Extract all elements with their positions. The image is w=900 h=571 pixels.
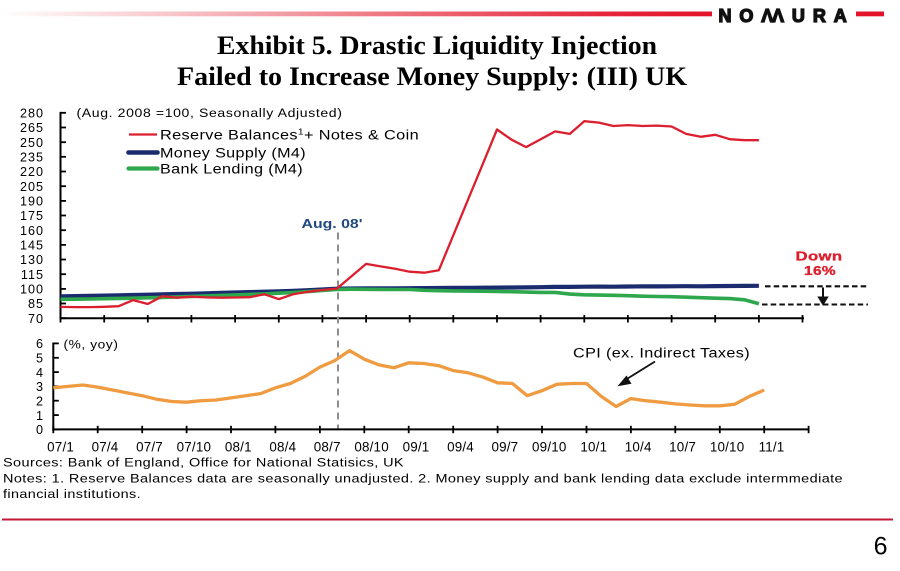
- svg-text:10/10: 10/10: [710, 439, 745, 454]
- svg-text:190: 190: [20, 195, 44, 209]
- svg-text:10/1: 10/1: [580, 439, 607, 454]
- svg-text:115: 115: [21, 268, 44, 282]
- svg-text:265: 265: [20, 121, 44, 135]
- svg-text:235: 235: [20, 151, 44, 165]
- svg-text:250: 250: [20, 136, 44, 150]
- svg-text:11/1: 11/1: [759, 439, 785, 454]
- svg-text:3: 3: [36, 380, 44, 394]
- svg-text:07/1: 07/1: [47, 439, 74, 454]
- svg-text:07/10: 07/10: [177, 439, 212, 454]
- svg-text:(Aug. 2008 =100, Seasonally Ad: (Aug. 2008 =100, Seasonally Adjusted): [77, 106, 343, 120]
- svg-text:07/7: 07/7: [136, 439, 163, 454]
- svg-text:CPI (ex. Indirect Taxes): CPI (ex. Indirect Taxes): [573, 345, 750, 360]
- svg-text:280: 280: [20, 107, 44, 121]
- svg-text:Down: Down: [796, 248, 843, 263]
- svg-text:0: 0: [36, 423, 44, 437]
- svg-text:Failed to Increase Money Suppl: Failed to Increase Money Supply: (III) U…: [177, 62, 688, 91]
- svg-text:Sources: Bank of England, Offi: Sources: Bank of England, Office for Nat…: [3, 456, 404, 470]
- svg-text:10/4: 10/4: [625, 439, 652, 454]
- svg-text:(%, yoy): (%, yoy): [64, 338, 119, 352]
- svg-text:16%: 16%: [804, 263, 836, 278]
- svg-text:NOΛΛURA: NOΛΛURA: [719, 6, 855, 26]
- svg-text:6: 6: [874, 533, 888, 561]
- svg-text:1: 1: [36, 409, 44, 423]
- svg-text:175: 175: [20, 209, 44, 223]
- svg-text:09/1: 09/1: [403, 439, 430, 454]
- svg-text:85: 85: [28, 297, 44, 311]
- svg-text:6: 6: [36, 337, 44, 351]
- svg-text:09/10: 09/10: [532, 439, 567, 454]
- svg-text:10/7: 10/7: [669, 439, 696, 454]
- svg-text:Notes: 1. Reserve Balances dat: Notes: 1. Reserve Balances data are seas…: [3, 472, 843, 486]
- svg-text:Aug. 08': Aug. 08': [302, 216, 363, 231]
- svg-text:08/1: 08/1: [225, 439, 252, 454]
- svg-text:4: 4: [36, 366, 44, 380]
- svg-text:08/10: 08/10: [354, 439, 389, 454]
- svg-text:145: 145: [20, 239, 44, 253]
- svg-text:Exhibit 5. Drastic Liquidity I: Exhibit 5. Drastic Liquidity Injection: [217, 31, 658, 60]
- svg-text:08/7: 08/7: [314, 439, 341, 454]
- svg-text:Money Supply (M4): Money Supply (M4): [160, 145, 306, 160]
- svg-text:5: 5: [36, 351, 44, 365]
- svg-text:220: 220: [20, 165, 44, 179]
- svg-text:financial institutions.: financial institutions.: [3, 487, 141, 501]
- svg-text:130: 130: [20, 253, 44, 267]
- svg-text:160: 160: [20, 224, 44, 238]
- svg-text:70: 70: [28, 312, 44, 326]
- svg-text:100: 100: [20, 283, 44, 297]
- svg-text:Bank Lending (M4): Bank Lending (M4): [160, 161, 303, 176]
- svg-text:09/4: 09/4: [447, 439, 474, 454]
- svg-text:08/4: 08/4: [269, 439, 296, 454]
- svg-text:07/4: 07/4: [92, 439, 119, 454]
- svg-text:205: 205: [20, 180, 44, 194]
- svg-text:09/7: 09/7: [491, 439, 518, 454]
- svg-text:2: 2: [36, 394, 44, 408]
